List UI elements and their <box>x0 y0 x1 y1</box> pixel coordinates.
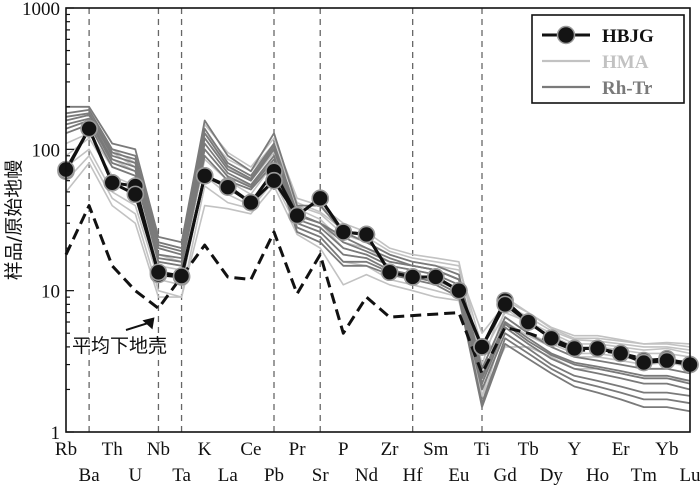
x-tick-label-rb: Rb <box>55 439 77 460</box>
data-point-hbjg-ta <box>172 267 191 285</box>
x-tick-label-k: K <box>198 439 212 460</box>
x-tick-label-ta: Ta <box>172 465 191 486</box>
x-tick-label-hf: Hf <box>403 465 424 486</box>
annotation: 平均下地壳 <box>72 317 167 357</box>
data-point-hbjg-ce <box>242 193 260 212</box>
data-point-hbjg-dy <box>542 329 561 348</box>
x-tick-label-pr: Pr <box>289 439 307 460</box>
x-tick-label-sm: Sm <box>423 439 449 460</box>
series-line-hma-10 <box>65 119 691 348</box>
data-point-hbjg-la <box>218 178 237 196</box>
y-tick-label-100: 100 <box>32 140 61 161</box>
legend-label-hma: HMA <box>602 52 649 73</box>
x-tick-label-zr: Zr <box>381 439 400 460</box>
data-point-hbjg-yb <box>658 351 676 370</box>
x-tick-label-pb: Pb <box>264 465 284 486</box>
data-point-hbjg-nb <box>149 263 168 282</box>
data-point-hbjg-y <box>565 339 584 358</box>
y-tick-label-10: 10 <box>41 282 60 303</box>
series-line-rh-tr-11 <box>66 105 691 375</box>
data-point-hbjg-ho <box>588 339 607 358</box>
data-point-hbjg-zr <box>380 263 399 282</box>
plot-frame <box>65 7 691 433</box>
legend-marker-hbjg <box>556 25 576 45</box>
y-axis-label: 样品/原始地幔 <box>3 160 25 280</box>
data-point-hbjg-tm <box>634 353 653 372</box>
data-point-hbjg-tb <box>519 313 538 331</box>
data-point-hbjg-sm <box>426 268 445 286</box>
x-tick-label-ce: Ce <box>240 439 261 460</box>
data-point-hbjg-u <box>126 185 145 204</box>
x-tick-label-er: Er <box>612 439 631 460</box>
data-point-hbjg-gd <box>496 295 514 314</box>
x-tick-label-tb: Tb <box>518 439 539 460</box>
data-point-hbjg-k <box>195 166 214 185</box>
series-line-rh-tr-17 <box>65 112 691 385</box>
data-point-hbjg-eu <box>450 281 468 300</box>
data-point-hbjg-p <box>334 223 353 241</box>
series-line-hma-3 <box>65 114 691 366</box>
data-point-hbjg-er <box>611 344 630 363</box>
legend: HBJG HMA Rh-Tr <box>531 14 685 104</box>
x-tick-label-la: La <box>218 465 239 486</box>
x-tick-label-yb: Yb <box>655 439 678 460</box>
x-tick-label-gd: Gd <box>493 465 517 486</box>
x-tick-label-dy: Dy <box>540 465 564 486</box>
legend-box <box>531 14 685 104</box>
x-tick-label-eu: Eu <box>448 465 470 486</box>
series-line-rh-tr-16 <box>65 123 691 413</box>
series-lines <box>57 105 699 413</box>
x-tick-label-sr: Sr <box>312 465 330 486</box>
data-point-hbjg-sr <box>311 189 330 208</box>
x-tick-label-tm: Tm <box>631 465 658 486</box>
x-tick-label-ti: Ti <box>474 439 490 460</box>
x-tick-label-ba: Ba <box>79 465 101 486</box>
series-line-hbjg-0 <box>64 127 691 367</box>
y-tick-label-1000: 1000 <box>22 0 60 20</box>
x-tick-label-nd: Nd <box>355 465 379 486</box>
x-tick-label-lu: Lu <box>679 465 700 486</box>
annotation-arrow-head <box>142 317 155 330</box>
data-point-hbjg-th <box>103 173 122 192</box>
data-point-hbjg-ba <box>80 119 98 138</box>
series-line-rh-tr-15 <box>65 119 691 405</box>
x-tick-label-nb: Nb <box>147 439 170 460</box>
legend-label-rh-tr: Rh-Tr <box>602 78 653 99</box>
data-point-hbjg-nd <box>357 225 376 244</box>
x-tick-label-ho: Ho <box>586 465 609 486</box>
data-point-hbjg-pr <box>288 206 306 225</box>
x-tick-label-y: Y <box>568 439 582 460</box>
y-tick-label-1: 1 <box>51 423 61 444</box>
data-point-hbjg-ti <box>473 338 491 356</box>
data-point-hbjg-pb <box>265 171 283 190</box>
series-line-rh-tr-14 <box>65 117 691 397</box>
data-point-hbjg-hf <box>403 268 422 286</box>
x-tick-label-th: Th <box>102 439 124 460</box>
series-line-rh-tr-13 <box>65 114 691 391</box>
series-line-hma-8 <box>65 155 691 404</box>
annotation-label: 平均下地壳 <box>72 335 167 357</box>
series-line-hma-9 <box>65 162 691 397</box>
legend-label-hbjg: HBJG <box>602 26 654 47</box>
series-line-hbjg-1 <box>64 127 691 367</box>
x-tick-label-u: U <box>128 465 142 486</box>
x-tick-label-p: P <box>338 439 349 460</box>
axes <box>65 7 691 433</box>
